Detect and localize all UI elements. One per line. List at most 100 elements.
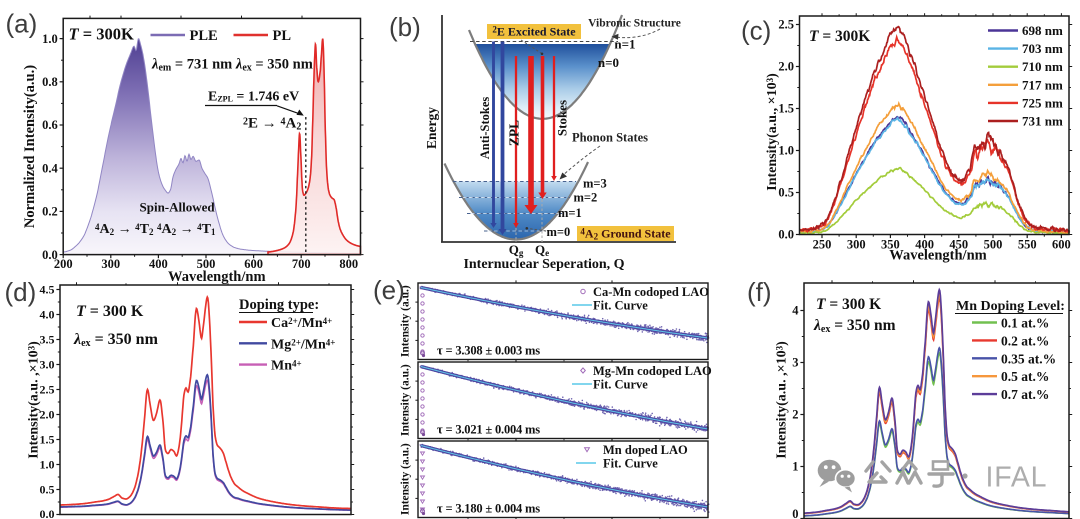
svg-text:Mn doped LAO: Mn doped LAO bbox=[603, 443, 688, 457]
svg-text:Fit. Curve: Fit. Curve bbox=[603, 457, 658, 471]
svg-text:400: 400 bbox=[149, 257, 168, 271]
svg-text:Vibronic Structure: Vibronic Structure bbox=[588, 18, 681, 30]
svg-text:Energy: Energy bbox=[424, 107, 439, 149]
svg-text:0.0: 0.0 bbox=[40, 507, 55, 519]
svg-text:T = 300 K: T = 300 K bbox=[816, 296, 881, 313]
svg-text:0.8: 0.8 bbox=[42, 75, 58, 89]
svg-text:Intensity (a.u.): Intensity (a.u.) bbox=[400, 443, 412, 515]
svg-text:Mn Doping Level:: Mn Doping Level: bbox=[956, 299, 1065, 314]
svg-text:Intensity (a.u.): Intensity (a.u.) bbox=[400, 364, 412, 436]
svg-text:λex = 350 nm: λex = 350 nm bbox=[73, 331, 159, 349]
svg-text:Doping type:: Doping type: bbox=[239, 297, 319, 313]
svg-text:τ = 3.308 ± 0.003 ms: τ = 3.308 ± 0.003 ms bbox=[437, 344, 540, 358]
svg-text:2.5: 2.5 bbox=[778, 18, 794, 32]
svg-text:n=1: n=1 bbox=[614, 37, 635, 52]
svg-text:698 nm: 698 nm bbox=[1022, 23, 1063, 38]
svg-text:n=0: n=0 bbox=[598, 55, 619, 70]
svg-text:Fit. Curve: Fit. Curve bbox=[593, 378, 648, 392]
svg-text:T = 300K: T = 300K bbox=[69, 25, 134, 44]
svg-text:550: 550 bbox=[1018, 238, 1037, 252]
svg-text:2.0: 2.0 bbox=[40, 408, 55, 422]
svg-text:0.2 at.%: 0.2 at.% bbox=[1001, 333, 1049, 348]
svg-text:0: 0 bbox=[792, 507, 798, 519]
svg-text:Intensity(a.u. ,×103): Intensity(a.u. ,×103) bbox=[775, 341, 790, 459]
svg-text:500: 500 bbox=[984, 238, 1003, 252]
svg-text:200: 200 bbox=[54, 257, 73, 271]
svg-text:4A2 Ground State: 4A2 Ground State bbox=[580, 227, 671, 242]
svg-text:Fit. Curve: Fit. Curve bbox=[593, 299, 648, 313]
svg-text:m=2: m=2 bbox=[574, 191, 598, 205]
svg-text:0.5 at.%: 0.5 at.% bbox=[1001, 369, 1049, 384]
svg-text:2E Excited State: 2E Excited State bbox=[492, 25, 576, 39]
svg-text:T = 300K: T = 300K bbox=[809, 28, 870, 45]
svg-text:(b): (b) bbox=[389, 12, 421, 42]
svg-text:0.1 at.%: 0.1 at.% bbox=[1001, 316, 1049, 331]
svg-text:τ = 3.021 ± 0.004 ms: τ = 3.021 ± 0.004 ms bbox=[437, 423, 540, 437]
svg-text:0.7 at.%: 0.7 at.% bbox=[1001, 387, 1049, 402]
svg-text:4.5: 4.5 bbox=[40, 283, 55, 297]
svg-text:1.0: 1.0 bbox=[42, 32, 58, 46]
svg-text:Spin-Allowed: Spin-Allowed bbox=[140, 200, 216, 215]
svg-text:3: 3 bbox=[792, 356, 798, 370]
svg-text:Ca2+/Mn4+: Ca2+/Mn4+ bbox=[271, 316, 332, 331]
svg-text:Intensity (a.u.): Intensity (a.u.) bbox=[400, 285, 412, 357]
svg-text:700: 700 bbox=[292, 257, 311, 271]
svg-text:1: 1 bbox=[792, 460, 798, 474]
svg-text:1.5: 1.5 bbox=[778, 102, 794, 116]
svg-text:m=3: m=3 bbox=[583, 177, 607, 191]
svg-text:2.5: 2.5 bbox=[40, 383, 55, 397]
svg-text:300: 300 bbox=[847, 238, 866, 252]
svg-text:λem = 731 nm λex = 350 nm: λem = 731 nm λex = 350 nm bbox=[151, 57, 313, 74]
svg-text:Ca-Mn codoped LAO: Ca-Mn codoped LAO bbox=[593, 285, 709, 299]
svg-text:m=0: m=0 bbox=[547, 225, 571, 239]
svg-text:Mg-Mn codoped LAO: Mg-Mn codoped LAO bbox=[593, 364, 712, 378]
svg-text:3.5: 3.5 bbox=[40, 333, 55, 347]
svg-text:Wavelength/nm: Wavelength/nm bbox=[889, 248, 986, 264]
svg-text:(a): (a) bbox=[6, 9, 38, 39]
svg-text:PL: PL bbox=[273, 28, 292, 44]
svg-text:0.5: 0.5 bbox=[40, 483, 55, 497]
svg-text:350: 350 bbox=[881, 238, 900, 252]
svg-text:(f): (f) bbox=[747, 277, 772, 307]
svg-text:600: 600 bbox=[244, 257, 263, 271]
svg-text:250: 250 bbox=[813, 238, 832, 252]
svg-text:2E → 4A2: 2E → 4A2 bbox=[243, 116, 301, 133]
svg-text:0.0: 0.0 bbox=[42, 248, 58, 262]
svg-text:(d): (d) bbox=[5, 277, 37, 307]
svg-text:800: 800 bbox=[339, 257, 358, 271]
svg-text:731 nm: 731 nm bbox=[1022, 114, 1063, 129]
svg-text:0.4: 0.4 bbox=[42, 161, 58, 175]
svg-text:717 nm: 717 nm bbox=[1022, 77, 1063, 92]
svg-text:600: 600 bbox=[1052, 238, 1071, 252]
svg-text:1.5: 1.5 bbox=[40, 433, 55, 447]
svg-text:450: 450 bbox=[949, 238, 968, 252]
svg-text:Intensity(a.u. ,×103): Intensity(a.u. ,×103) bbox=[27, 341, 42, 459]
svg-text:2.0: 2.0 bbox=[778, 60, 794, 74]
svg-text:Normalized Intensity(a.u.): Normalized Intensity(a.u.) bbox=[22, 65, 38, 228]
svg-text:Intensity(a.u., ×103): Intensity(a.u., ×103) bbox=[765, 73, 780, 191]
svg-text:τ = 3.180 ± 0.004 ms: τ = 3.180 ± 0.004 ms bbox=[437, 502, 540, 516]
svg-text:1.0: 1.0 bbox=[778, 144, 794, 158]
svg-text:Anti-Stokes: Anti-Stokes bbox=[478, 97, 492, 160]
svg-text:400: 400 bbox=[915, 238, 934, 252]
svg-text:Mg2+/Mn4+: Mg2+/Mn4+ bbox=[271, 337, 335, 352]
svg-text:0.0: 0.0 bbox=[778, 228, 794, 242]
svg-text:(e): (e) bbox=[373, 275, 405, 305]
svg-text:ZPL: ZPL bbox=[507, 120, 522, 146]
svg-text:T = 300 K: T = 300 K bbox=[76, 303, 144, 320]
svg-text:710 nm: 710 nm bbox=[1022, 59, 1063, 74]
svg-text:300: 300 bbox=[101, 257, 120, 271]
svg-text:0.35 at.%: 0.35 at.% bbox=[1001, 351, 1056, 366]
svg-text:725 nm: 725 nm bbox=[1022, 95, 1063, 110]
svg-text:500: 500 bbox=[197, 257, 216, 271]
svg-text:Phonon States: Phonon States bbox=[572, 131, 648, 145]
svg-text:Stokes: Stokes bbox=[555, 100, 570, 136]
svg-text:1.0: 1.0 bbox=[40, 458, 55, 472]
svg-text:4.0: 4.0 bbox=[40, 308, 55, 322]
svg-text:4: 4 bbox=[792, 304, 799, 318]
svg-text:PLE: PLE bbox=[190, 28, 218, 44]
svg-text:Internuclear Seperation, Q: Internuclear Seperation, Q bbox=[463, 257, 624, 272]
svg-text:(c): (c) bbox=[741, 16, 771, 46]
svg-text:3.0: 3.0 bbox=[40, 358, 55, 372]
svg-text:0.2: 0.2 bbox=[42, 205, 58, 219]
